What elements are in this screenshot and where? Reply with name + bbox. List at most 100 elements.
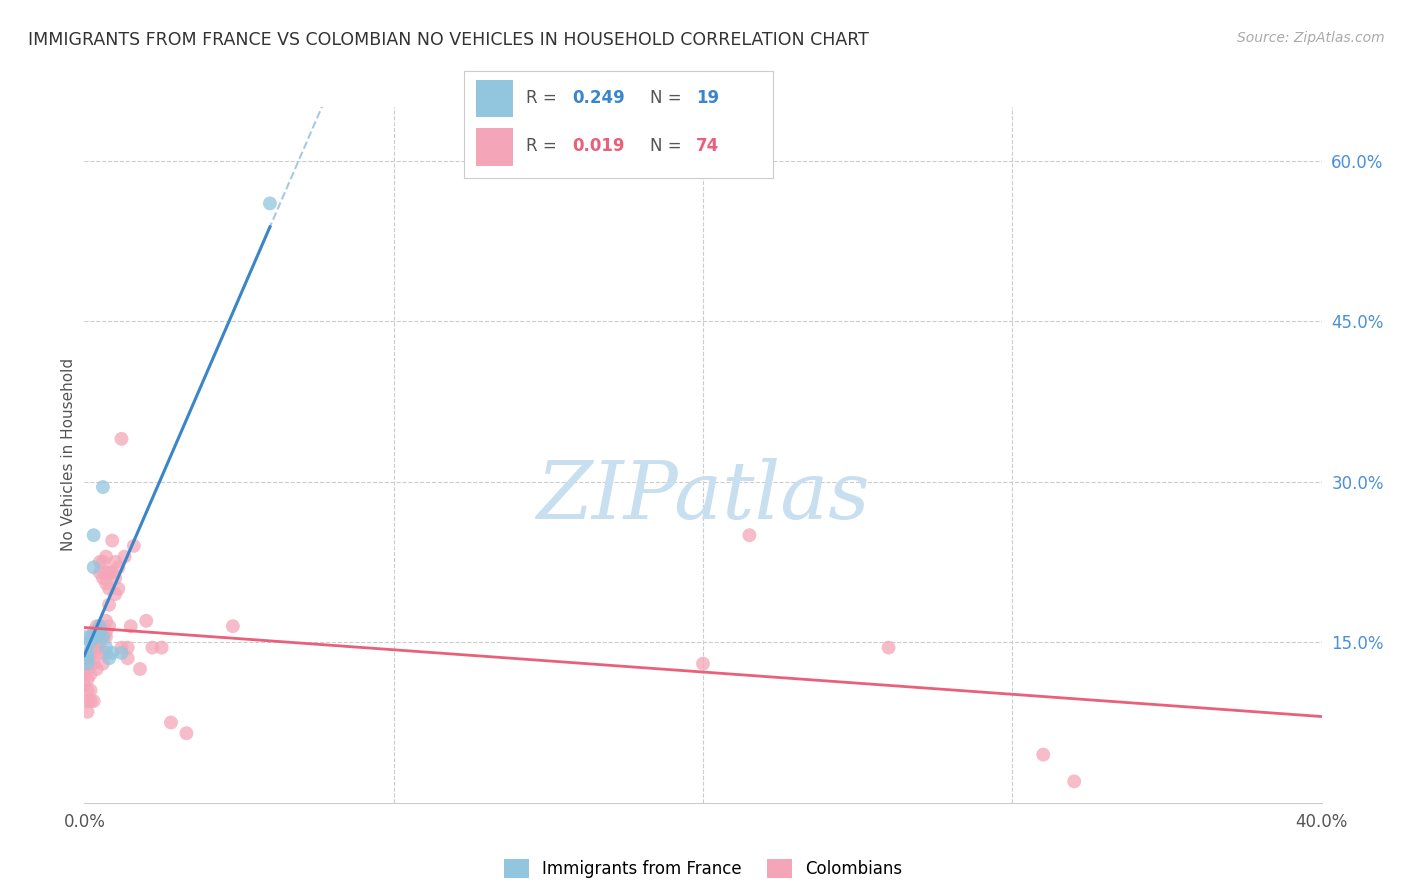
Point	[94, 566, 117, 580]
Point	[122, 539, 145, 553]
Point	[259, 196, 281, 211]
Point	[94, 630, 117, 644]
Point	[89, 624, 111, 639]
Point	[98, 619, 121, 633]
Point	[110, 646, 132, 660]
Point	[98, 651, 121, 665]
Point	[76, 673, 98, 687]
Point	[86, 662, 108, 676]
Point	[692, 657, 714, 671]
Text: 0.249: 0.249	[572, 89, 626, 107]
Point	[79, 630, 101, 644]
Point	[91, 555, 114, 569]
Text: IMMIGRANTS FROM FRANCE VS COLOMBIAN NO VEHICLES IN HOUSEHOLD CORRELATION CHART: IMMIGRANTS FROM FRANCE VS COLOMBIAN NO V…	[28, 31, 869, 49]
Point	[91, 630, 114, 644]
Point	[76, 662, 98, 676]
Point	[98, 598, 121, 612]
Point	[83, 694, 105, 708]
Point	[76, 646, 98, 660]
Text: N =: N =	[650, 137, 686, 155]
Point	[1063, 774, 1085, 789]
Point	[83, 630, 105, 644]
Point	[79, 667, 101, 681]
Point	[91, 630, 114, 644]
Point	[114, 549, 136, 564]
Point	[91, 571, 114, 585]
Point	[91, 657, 114, 671]
Legend: Immigrants from France, Colombians: Immigrants from France, Colombians	[498, 853, 908, 885]
Point	[86, 630, 108, 644]
Y-axis label: No Vehicles in Household: No Vehicles in Household	[60, 359, 76, 551]
Bar	[477, 128, 513, 166]
Point	[83, 635, 105, 649]
Point	[222, 619, 245, 633]
Point	[110, 432, 132, 446]
Point	[104, 571, 127, 585]
Point	[94, 646, 117, 660]
Point	[83, 528, 105, 542]
Point	[76, 694, 98, 708]
Point	[129, 662, 152, 676]
Point	[110, 640, 132, 655]
Point	[738, 528, 761, 542]
Point	[94, 624, 117, 639]
Point	[101, 566, 124, 580]
Point	[86, 630, 108, 644]
Point	[89, 566, 111, 580]
Point	[83, 560, 105, 574]
Text: 19: 19	[696, 89, 718, 107]
Point	[94, 640, 117, 655]
Point	[79, 694, 101, 708]
Point	[89, 619, 111, 633]
Point	[91, 624, 114, 639]
Point	[86, 624, 108, 639]
Text: 74: 74	[696, 137, 720, 155]
Point	[101, 533, 124, 548]
Point	[135, 614, 157, 628]
Point	[83, 646, 105, 660]
Point	[150, 640, 173, 655]
Point	[120, 619, 142, 633]
Point	[89, 624, 111, 639]
Point	[89, 619, 111, 633]
Point	[79, 635, 101, 649]
Point	[117, 640, 139, 655]
Point	[91, 480, 114, 494]
Bar	[477, 80, 513, 118]
Point	[89, 646, 111, 660]
Point	[76, 651, 98, 665]
Point	[160, 715, 183, 730]
Point	[117, 651, 139, 665]
Text: R =: R =	[526, 137, 562, 155]
Point	[877, 640, 900, 655]
Point	[89, 635, 111, 649]
Point	[104, 555, 127, 569]
Point	[83, 624, 105, 639]
Point	[94, 549, 117, 564]
Text: Source: ZipAtlas.com: Source: ZipAtlas.com	[1237, 31, 1385, 45]
Point	[86, 640, 108, 655]
Text: N =: N =	[650, 89, 686, 107]
Text: 0.019: 0.019	[572, 137, 624, 155]
Point	[107, 560, 129, 574]
Point	[94, 614, 117, 628]
Point	[73, 630, 96, 644]
Point	[101, 646, 124, 660]
Point	[73, 667, 96, 681]
Point	[76, 651, 98, 665]
Point	[86, 624, 108, 639]
Point	[86, 619, 108, 633]
Point	[83, 657, 105, 671]
Text: R =: R =	[526, 89, 562, 107]
Text: ZIPatlas: ZIPatlas	[536, 458, 870, 535]
Point	[79, 657, 101, 671]
Point	[79, 646, 101, 660]
Point	[79, 635, 101, 649]
Point	[98, 582, 121, 596]
Point	[79, 683, 101, 698]
Point	[76, 657, 98, 671]
Point	[79, 630, 101, 644]
Point	[76, 683, 98, 698]
Point	[98, 566, 121, 580]
Point	[107, 582, 129, 596]
